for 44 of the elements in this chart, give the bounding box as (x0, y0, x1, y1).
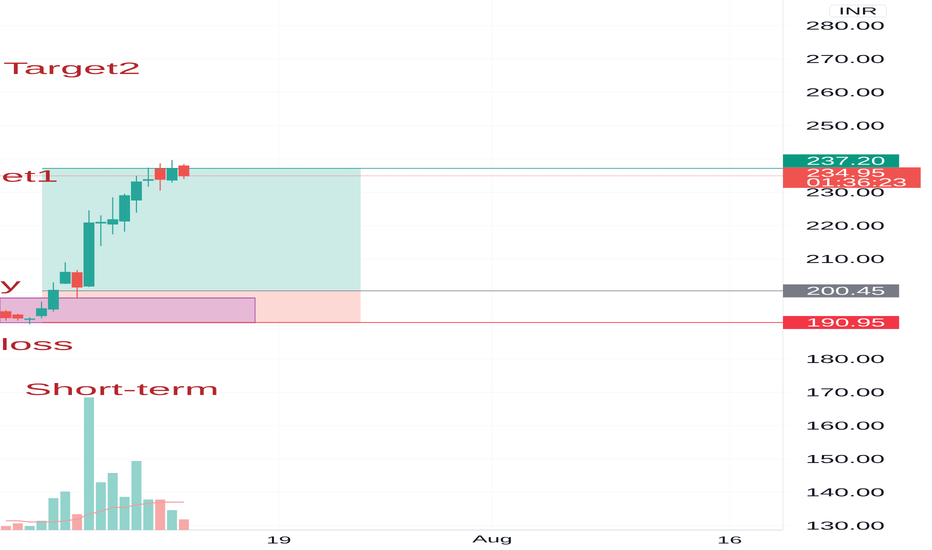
bar (12, 523, 23, 530)
y-tick-label: 250.00 (806, 122, 884, 130)
bar (24, 526, 35, 530)
bar (72, 514, 82, 530)
annotation: Target2 (4, 62, 139, 78)
text: 01:36:23 (807, 178, 906, 186)
x-tick-label: 19 (268, 536, 290, 544)
bar (131, 460, 142, 530)
candlestick (166, 159, 178, 184)
ref-line-label: 234.95 (808, 168, 884, 177)
y-tick-label: 230.00 (806, 188, 884, 196)
annotation: et1 (2, 170, 57, 182)
bar (143, 499, 154, 530)
y-tick-label: 150.00 (808, 454, 884, 464)
bar (84, 397, 94, 530)
annotation: Short-term (26, 383, 216, 396)
candlestick (142, 167, 154, 188)
x-tick-label: 16 (718, 536, 742, 544)
ref-line-label: 200.45 (808, 286, 884, 295)
y-tick-label: 180.00 (808, 354, 884, 364)
y-tick-label: 130.00 (808, 522, 884, 530)
bar (155, 499, 166, 530)
y-tick-label: 260.00 (806, 88, 884, 96)
y-axis-title: INR (840, 8, 876, 14)
y-tick-label: 270.00 (806, 54, 884, 64)
bar (48, 498, 58, 530)
ref-line-label: 190.95 (808, 318, 884, 327)
y-tick-label: 140.00 (808, 488, 884, 496)
y-tick-label: 210.00 (806, 254, 884, 264)
y-tick-label: 220.00 (806, 222, 884, 230)
annotation: loss (2, 338, 72, 350)
y-tick-label: 160.00 (808, 422, 884, 430)
annotation: y (0, 281, 21, 294)
bar (178, 519, 189, 530)
x-tick-label: Aug (472, 536, 511, 544)
candlestick (60, 262, 71, 285)
bar (167, 510, 178, 530)
bar (60, 492, 70, 530)
candlestick (72, 269, 83, 300)
y-tick-label: 280.00 (806, 22, 884, 30)
bar (120, 496, 130, 530)
ref-line-label: 237.20 (808, 156, 884, 165)
y-tick-label: 170.00 (808, 388, 884, 396)
bar (0, 526, 11, 530)
